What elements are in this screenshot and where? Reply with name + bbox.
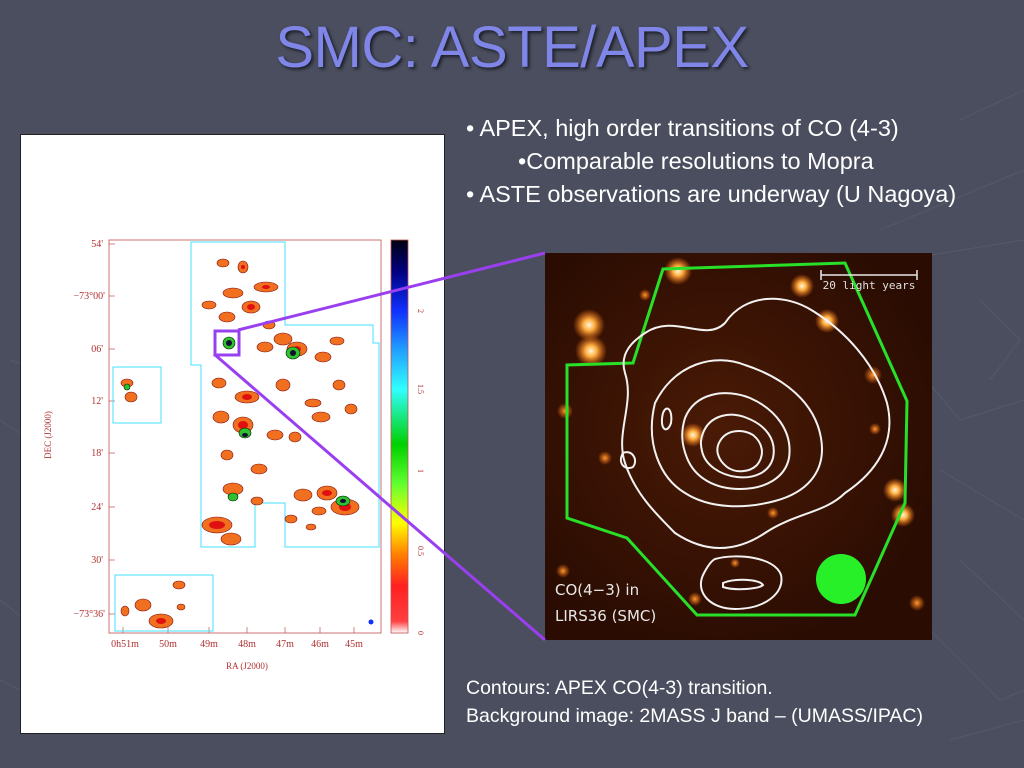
caption-contours: Contours: APEX CO(4-3) transition. <box>466 677 773 699</box>
y-tick: 30' <box>91 555 103 566</box>
bullet-list: • APEX, high order transitions of CO (4-… <box>466 112 1006 211</box>
slide-title: SMC: ASTE/APEX <box>275 15 749 80</box>
y-tick: −73°36' <box>74 609 106 620</box>
y-tick: 54' <box>91 239 103 250</box>
inset-label-line1: CO(4−3) in <box>555 581 639 599</box>
inset-label-line2: LIRS36 (SMC) <box>555 607 656 625</box>
x-axis-label: RA (J2000) <box>226 661 268 671</box>
co-emission-clumps <box>120 258 374 629</box>
co-contours <box>619 297 891 611</box>
y-tick: 06' <box>91 344 103 355</box>
scale-label: 20 light years <box>823 279 916 292</box>
caption-background: Background image: 2MASS J band – (UMASS/… <box>466 705 924 727</box>
colorbar-tick: 1.5 <box>416 384 425 394</box>
y-axis-label: DEC (J2000) <box>43 411 53 459</box>
y-tick: 24' <box>91 502 103 513</box>
x-tick: 48m <box>238 639 256 650</box>
colorbar <box>390 239 409 634</box>
colorbar-tick: 0 <box>416 631 425 635</box>
y-tick: −73°00' <box>74 291 106 302</box>
x-tick: 0h51m <box>111 639 139 650</box>
colorbar-tick: 2 <box>416 309 425 313</box>
x-tick: 49m <box>200 639 218 650</box>
beam-size-circle <box>816 554 866 604</box>
figure-caption: Contours: APEX CO(4-3) transition. Backg… <box>466 674 1006 730</box>
bullet-aste: • ASTE observations are underway (U Nago… <box>466 181 957 207</box>
smc-survey-map: 54' −73°00' 06' 12' 18' 24' 30' −73°36' … <box>20 134 445 734</box>
scale-bar <box>820 270 918 280</box>
x-tick: 46m <box>311 639 329 650</box>
co43-lirs36-image: 20 light years CO(4−3) in LIRS36 (SMC) <box>545 253 932 640</box>
x-tick: 45m <box>345 639 363 650</box>
x-tick: 50m <box>159 639 177 650</box>
y-tick: 12' <box>91 396 103 407</box>
y-tick: 18' <box>91 448 103 459</box>
colorbar-tick: 0.5 <box>416 546 425 556</box>
colorbar-tick: 1 <box>416 469 425 473</box>
apex-field-polygon <box>565 261 909 617</box>
x-tick: 47m <box>276 639 294 650</box>
bullet-apex: • APEX, high order transitions of CO (4-… <box>466 115 899 141</box>
bullet-resolution: •Comparable resolutions to Mopra <box>518 148 874 174</box>
